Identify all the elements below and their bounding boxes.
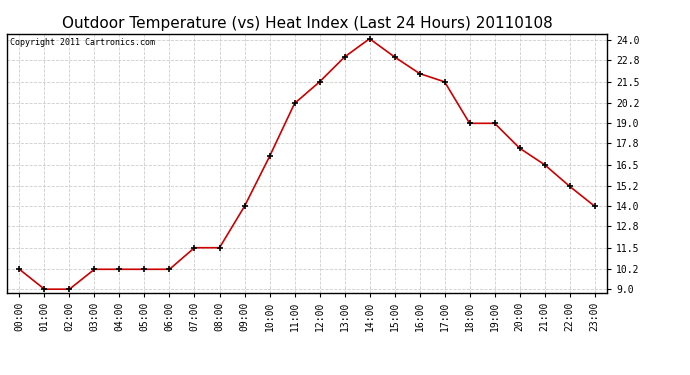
Text: Copyright 2011 Cartronics.com: Copyright 2011 Cartronics.com	[10, 38, 155, 46]
Title: Outdoor Temperature (vs) Heat Index (Last 24 Hours) 20110108: Outdoor Temperature (vs) Heat Index (Las…	[61, 16, 553, 31]
